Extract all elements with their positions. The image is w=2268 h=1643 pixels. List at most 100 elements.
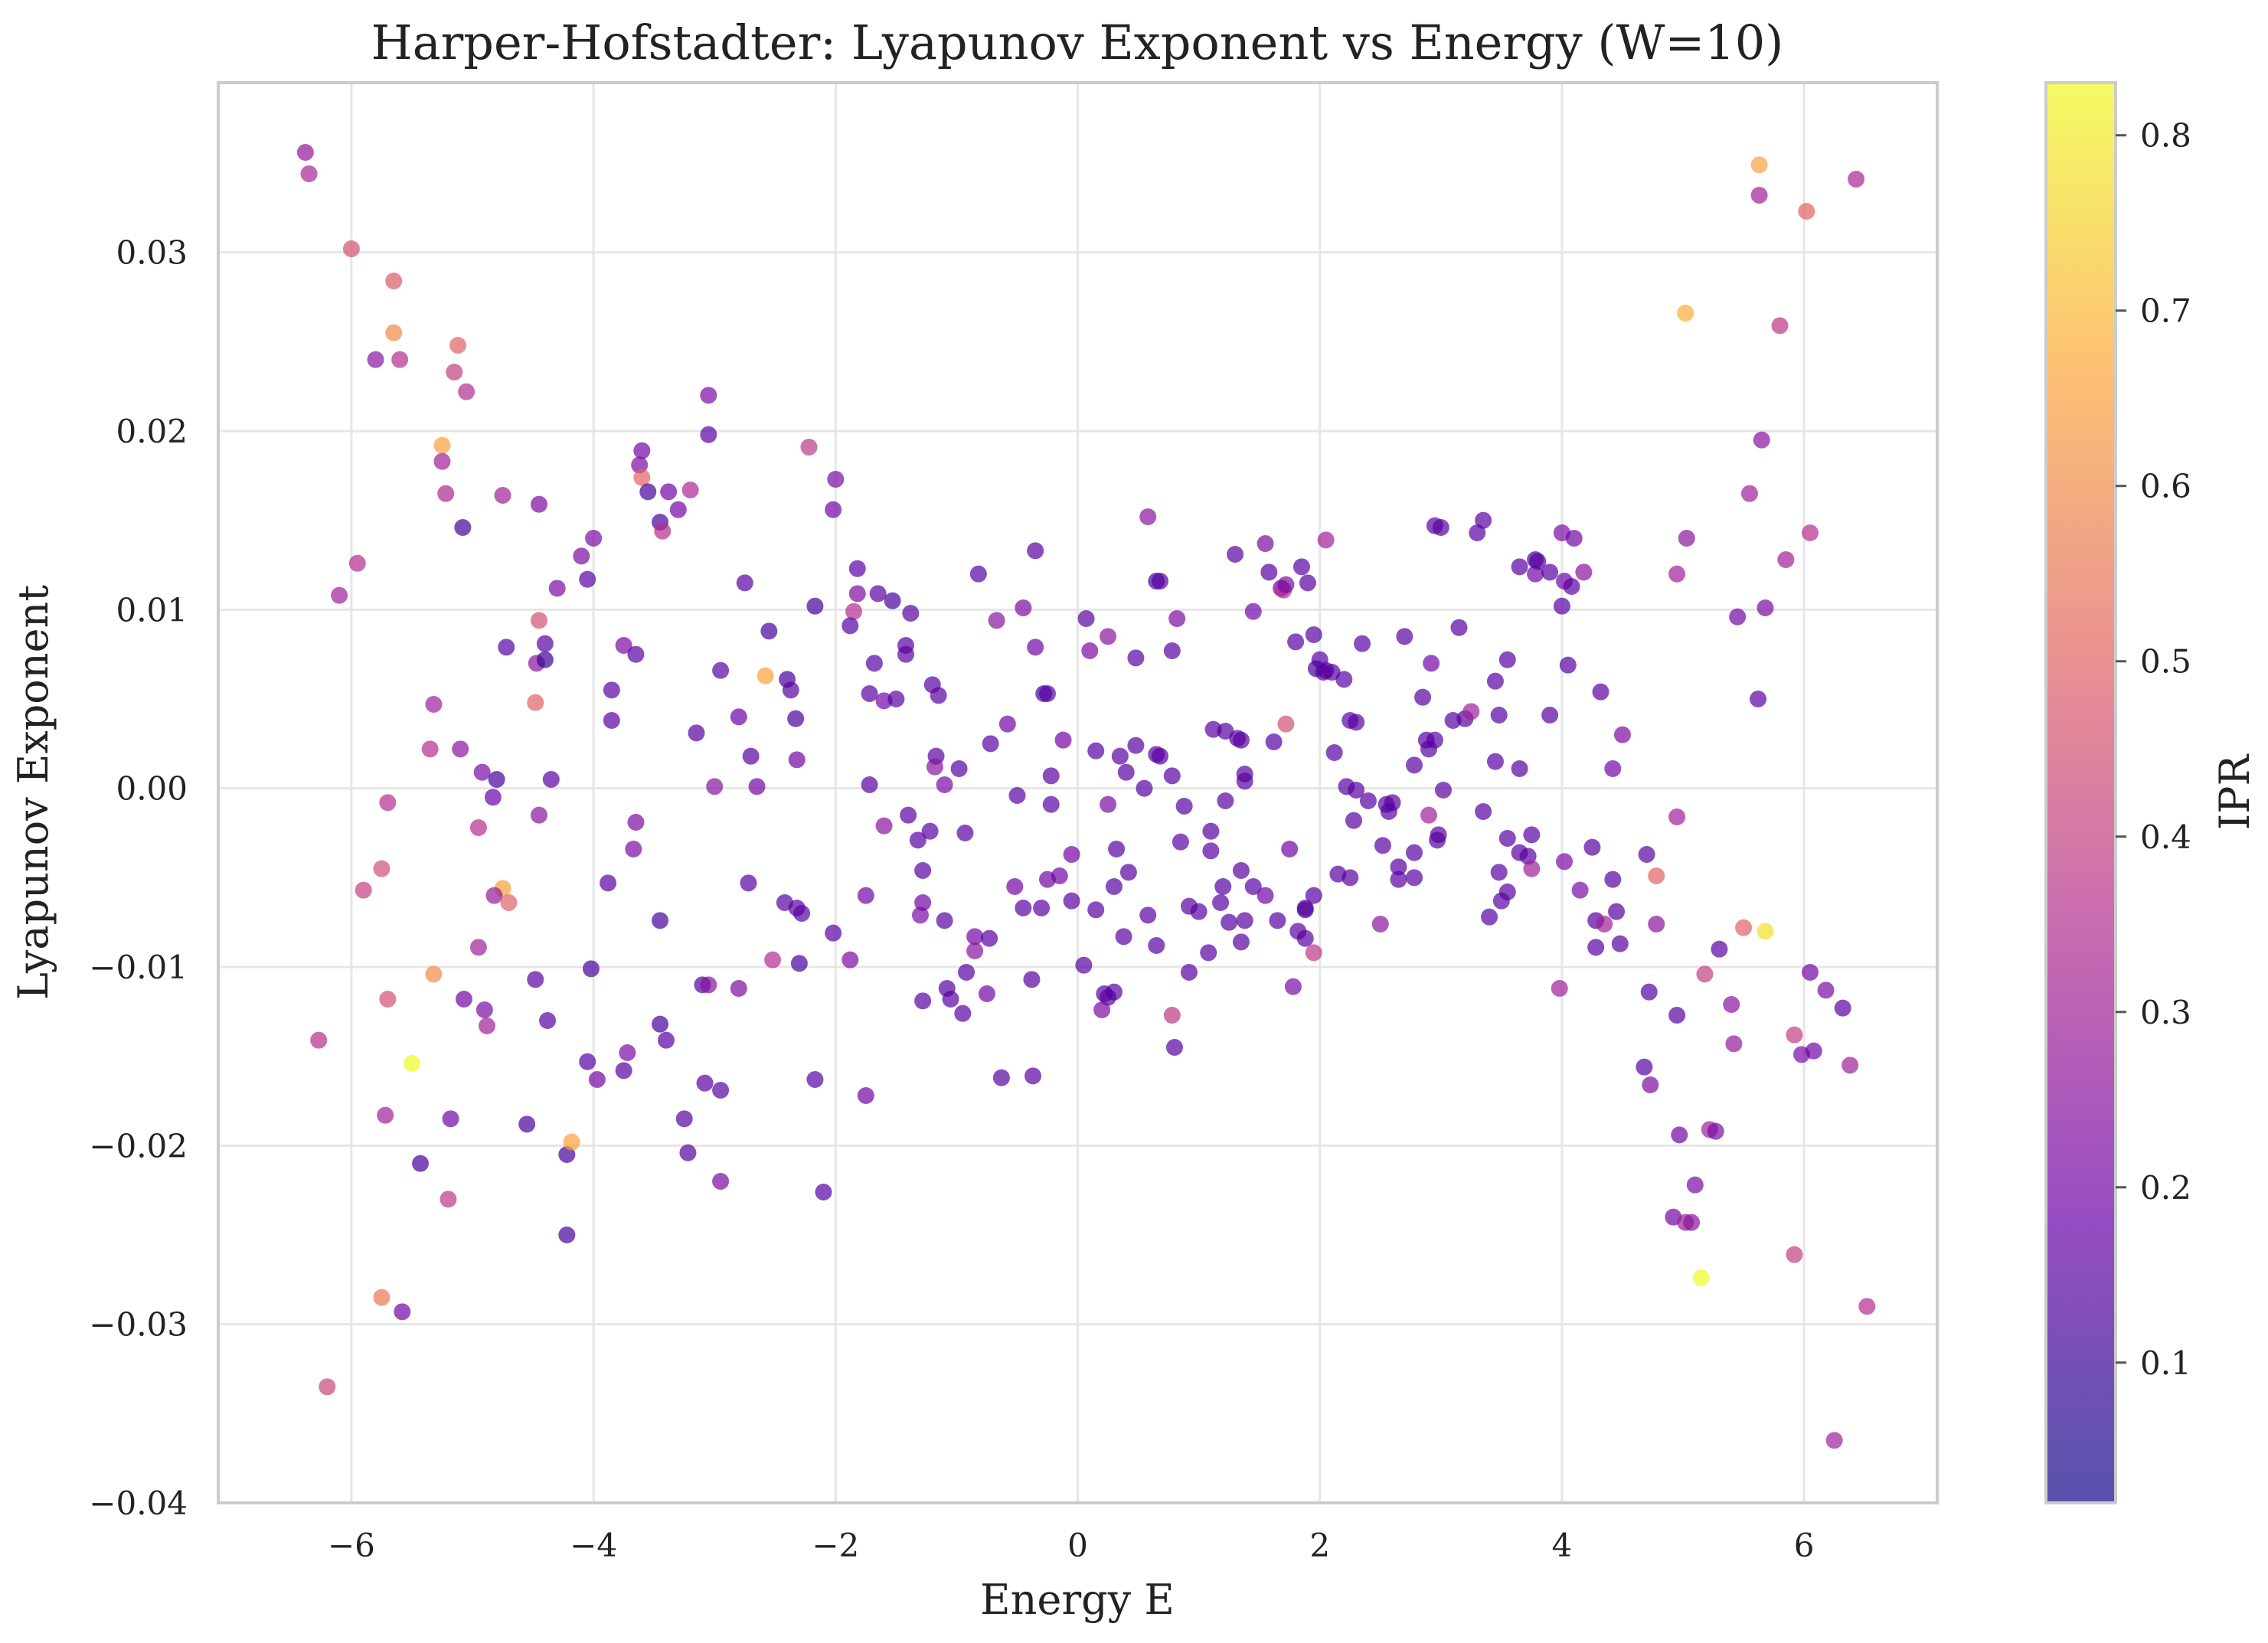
data-point: [473, 763, 491, 781]
data-point: [1200, 944, 1217, 962]
data-point: [1345, 812, 1362, 829]
data-point: [679, 1144, 697, 1161]
data-point: [585, 530, 603, 547]
data-point: [527, 971, 544, 988]
data-point: [1575, 563, 1593, 581]
data-point: [998, 715, 1016, 733]
data-point: [1740, 485, 1758, 502]
data-point: [1287, 633, 1305, 651]
data-point: [1786, 1026, 1803, 1044]
data-point: [1423, 655, 1440, 672]
data-point: [452, 740, 469, 758]
data-point: [1777, 551, 1795, 568]
data-point: [954, 1004, 972, 1022]
data-point: [1587, 939, 1605, 956]
data-point: [1051, 867, 1068, 884]
data-point: [355, 881, 372, 899]
data-point: [909, 831, 926, 849]
data-point: [712, 1173, 730, 1190]
data-point: [1677, 305, 1694, 322]
data-point: [498, 639, 515, 656]
data-point: [1119, 864, 1137, 881]
data-point: [1284, 978, 1302, 995]
data-point: [379, 991, 397, 1008]
data-point: [793, 905, 811, 922]
data-point: [1750, 156, 1768, 174]
data-point: [1260, 563, 1278, 581]
data-point: [869, 585, 887, 603]
data-point: [1434, 782, 1452, 799]
data-point: [1081, 642, 1099, 659]
data-point: [926, 758, 943, 776]
data-point: [633, 469, 651, 486]
data-point: [500, 894, 518, 911]
data-point: [588, 1071, 606, 1088]
data-point: [1648, 916, 1665, 933]
data-point: [1127, 737, 1145, 754]
data-point: [1825, 1432, 1843, 1449]
x-tick-label: 0: [1067, 1527, 1088, 1564]
data-point: [530, 612, 547, 629]
data-point: [1299, 574, 1316, 592]
data-point: [1498, 651, 1516, 668]
data-point: [558, 1227, 576, 1243]
data-point: [1277, 576, 1295, 593]
data-point: [982, 735, 999, 753]
data-point: [573, 547, 590, 565]
data-point: [1551, 980, 1568, 997]
data-point: [1257, 535, 1274, 552]
data-point: [1269, 912, 1286, 929]
data-point: [1115, 928, 1132, 946]
data-point: [385, 273, 403, 289]
colorbar-ticks: 0.1 0.2 0.3 0.4 0.5 0.6 0.7 0.8: [2116, 117, 2191, 1382]
colorbar-tick-label: 0.5: [2140, 643, 2191, 681]
data-point: [615, 637, 632, 654]
data-point: [437, 485, 455, 502]
y-tick-label: 0.00: [116, 770, 188, 808]
data-point: [603, 712, 620, 729]
data-point: [603, 681, 620, 699]
data-point: [1163, 1007, 1181, 1024]
data-point: [865, 655, 883, 672]
data-point: [300, 165, 318, 182]
data-point: [1858, 1298, 1876, 1315]
data-point: [377, 1106, 394, 1124]
data-point: [548, 580, 566, 597]
data-point: [845, 603, 863, 620]
data-point: [518, 1115, 536, 1133]
data-point: [800, 439, 818, 456]
data-point: [1711, 940, 1728, 958]
data-point: [1406, 869, 1423, 887]
data-point: [842, 951, 859, 968]
colorbar-tick-label: 0.3: [2140, 994, 2191, 1031]
data-point: [391, 351, 409, 368]
data-point: [1152, 573, 1169, 590]
data-point: [1054, 731, 1072, 749]
data-point: [627, 645, 645, 663]
data-point: [1033, 900, 1051, 916]
data-point: [1450, 619, 1468, 636]
data-point: [1786, 1246, 1803, 1263]
data-point: [1077, 610, 1095, 627]
data-point: [1108, 841, 1126, 857]
data-point: [1511, 558, 1528, 576]
data-point: [1175, 798, 1193, 815]
data-point: [1668, 1007, 1686, 1024]
data-point: [1023, 971, 1041, 988]
data-point: [700, 426, 717, 443]
data-point: [331, 586, 348, 604]
data-point: [1475, 803, 1492, 820]
y-tick-label: 0.03: [116, 234, 188, 272]
data-point: [1292, 558, 1310, 576]
data-point: [1805, 1042, 1822, 1060]
data-point: [536, 635, 554, 652]
data-point: [1244, 878, 1262, 895]
data-point: [1335, 671, 1353, 688]
data-point: [969, 565, 987, 583]
data-point: [1469, 524, 1486, 541]
chart-title: Harper-Hofstadter: Lyapunov Exponent vs …: [371, 15, 1784, 70]
data-point: [1848, 171, 1865, 188]
data-point: [1390, 870, 1407, 888]
